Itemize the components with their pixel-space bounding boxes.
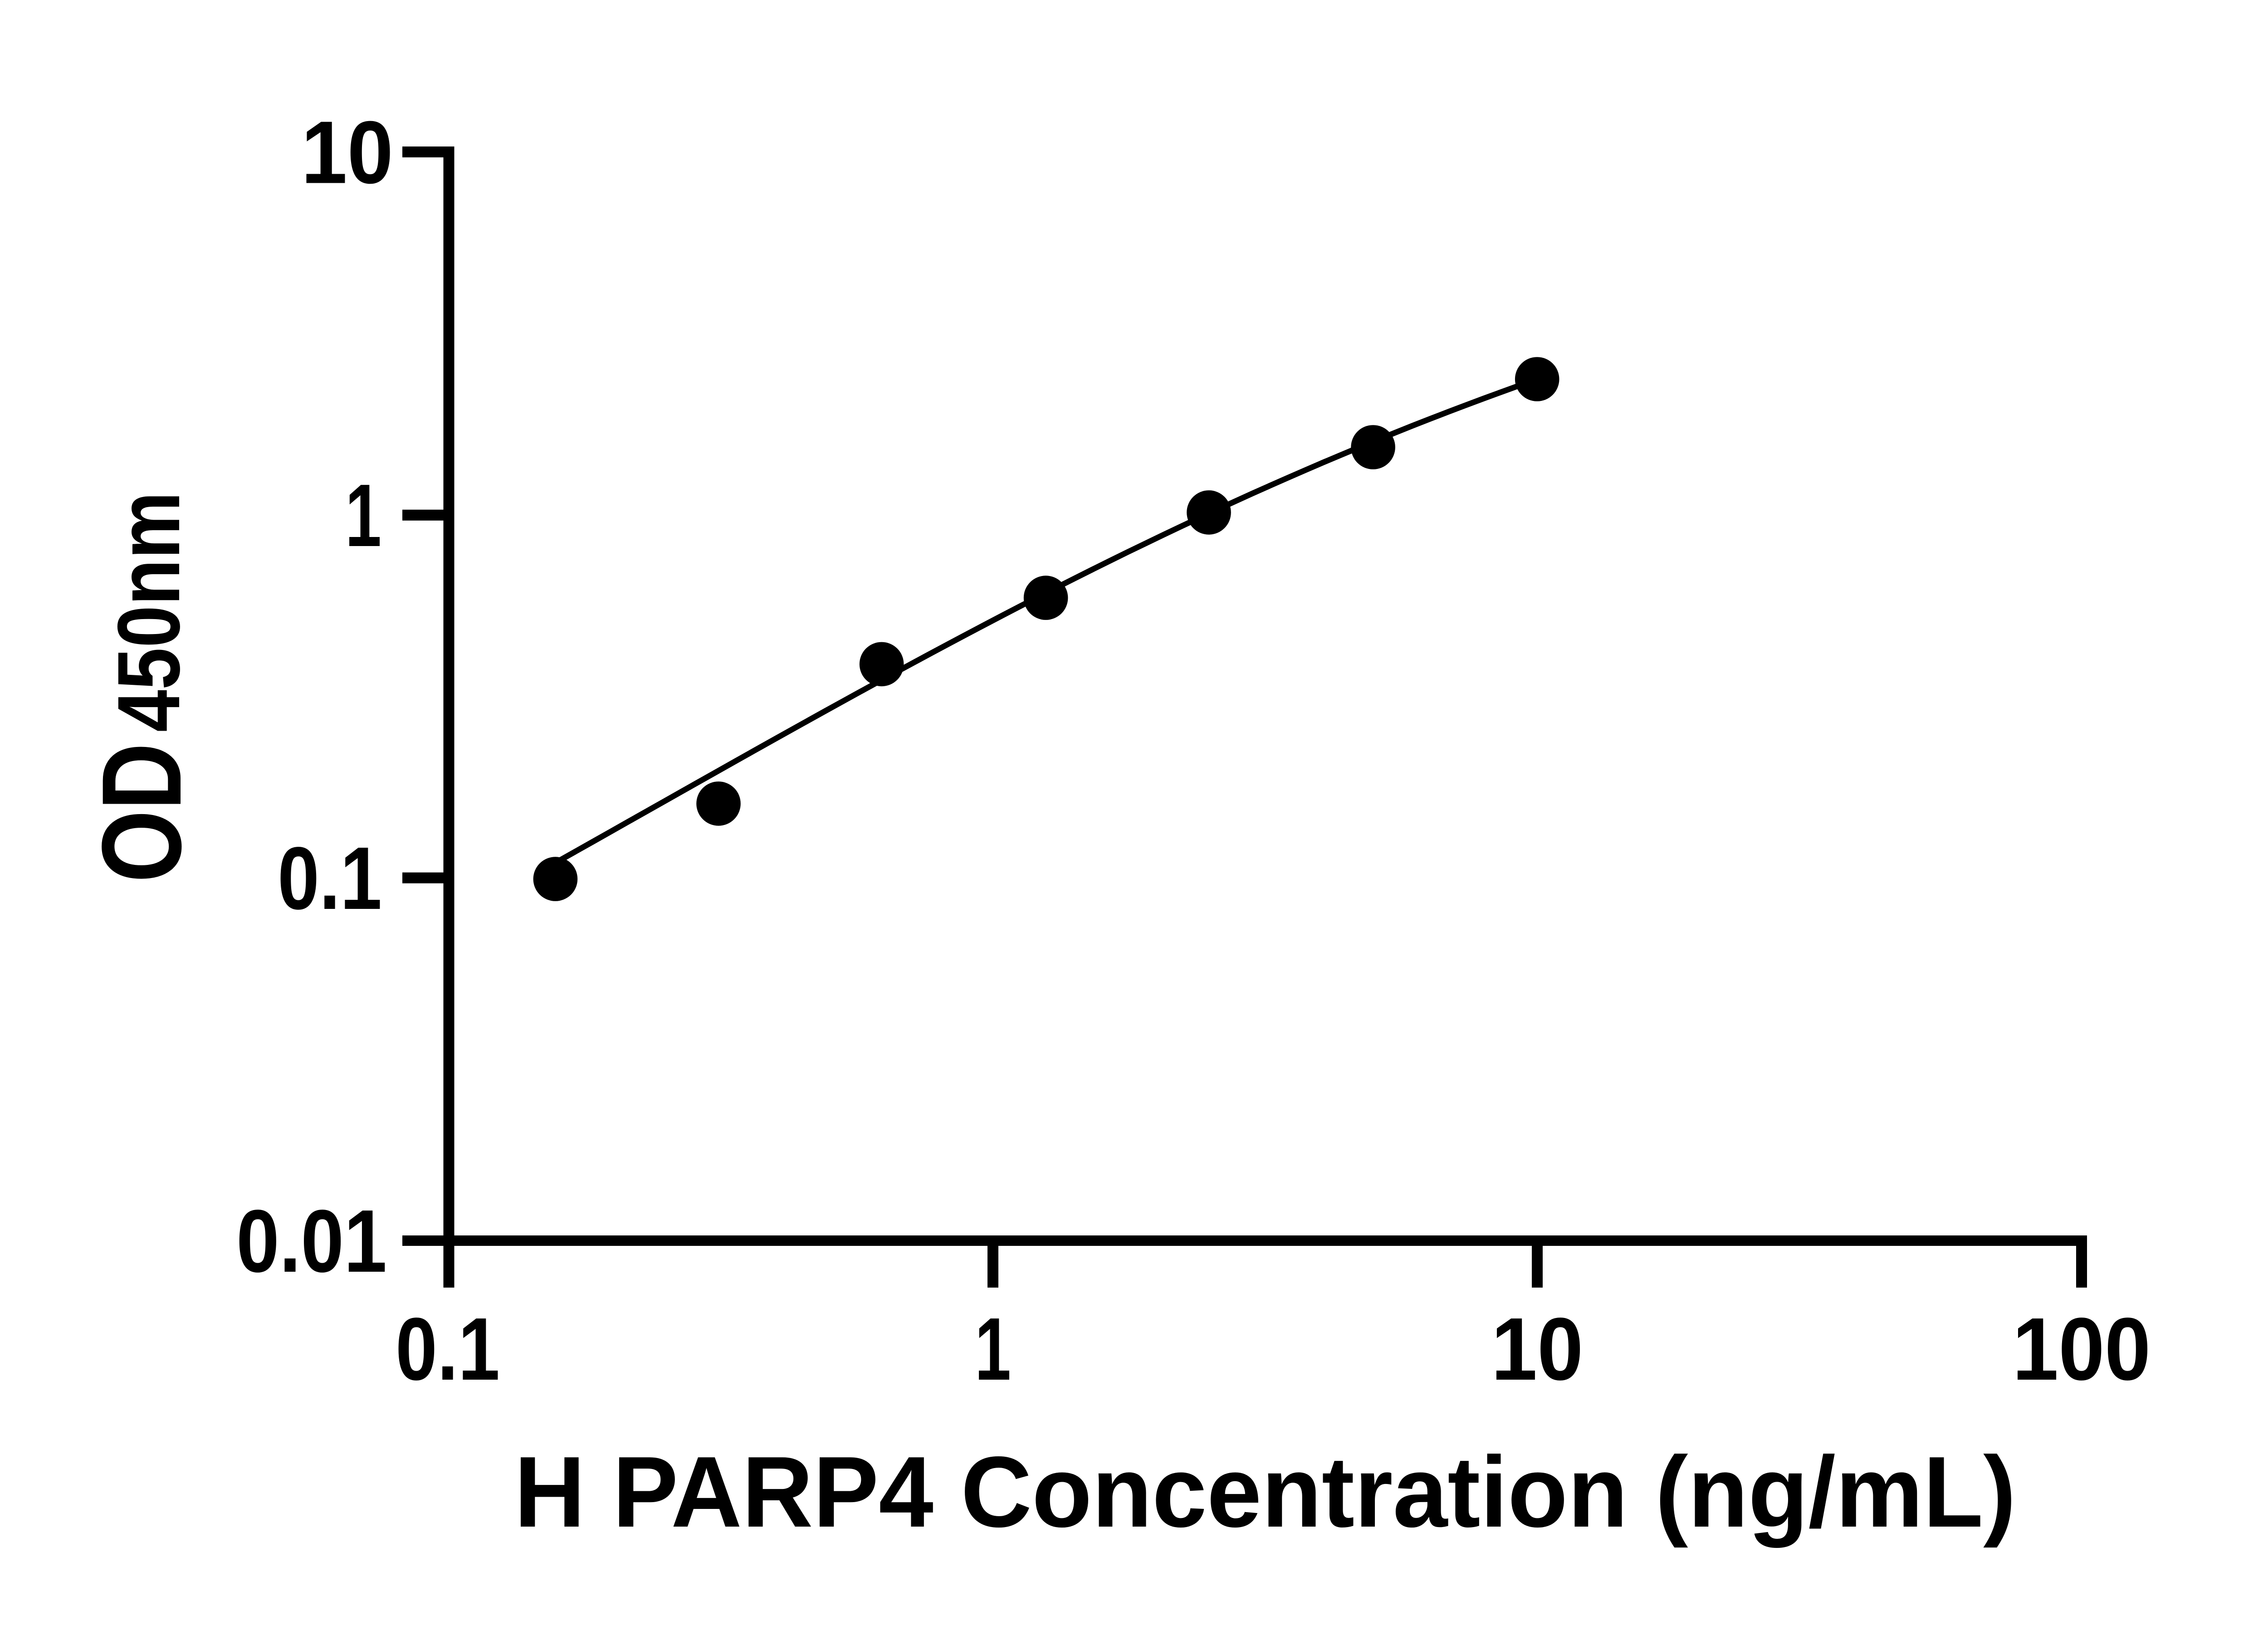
svg-text:1: 1 [345, 466, 381, 565]
svg-text:0.1: 0.1 [278, 829, 382, 928]
svg-text:0.1: 0.1 [396, 1299, 500, 1399]
svg-text:450nm: 450nm [99, 492, 198, 732]
svg-text:OD: OD [78, 743, 205, 883]
svg-text:10: 10 [301, 103, 393, 202]
svg-text:0.01: 0.01 [236, 1191, 387, 1291]
svg-text:10: 10 [1491, 1299, 1584, 1399]
svg-text:1: 1 [975, 1299, 1011, 1399]
svg-text:100: 100 [2013, 1299, 2151, 1399]
svg-text:H PARP4 Concentration (ng/mL): H PARP4 Concentration (ng/mL) [514, 1436, 2016, 1548]
